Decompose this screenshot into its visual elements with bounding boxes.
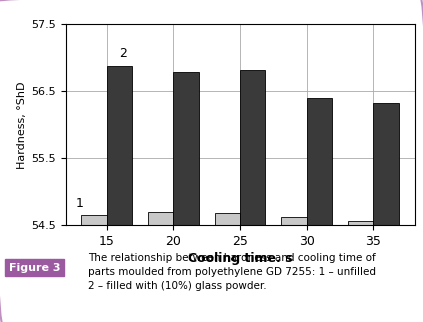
Y-axis label: Hardness, °ShD: Hardness, °ShD [17, 81, 27, 168]
Text: 1: 1 [75, 197, 83, 210]
Bar [215, 213, 240, 225]
Bar [307, 98, 332, 225]
Bar [348, 221, 374, 225]
Bar [281, 217, 307, 225]
Text: The relationship between hardness and cooling time of
parts moulded from polyeth: The relationship between hardness and co… [88, 253, 376, 291]
Bar [107, 66, 132, 225]
Bar [148, 212, 173, 225]
Bar [81, 215, 107, 225]
Bar [173, 72, 199, 225]
Bar [374, 103, 398, 225]
Text: 2: 2 [119, 47, 126, 60]
Bar [240, 70, 265, 225]
Text: Figure 3: Figure 3 [9, 262, 60, 273]
X-axis label: Cooling time. s: Cooling time. s [188, 252, 292, 265]
